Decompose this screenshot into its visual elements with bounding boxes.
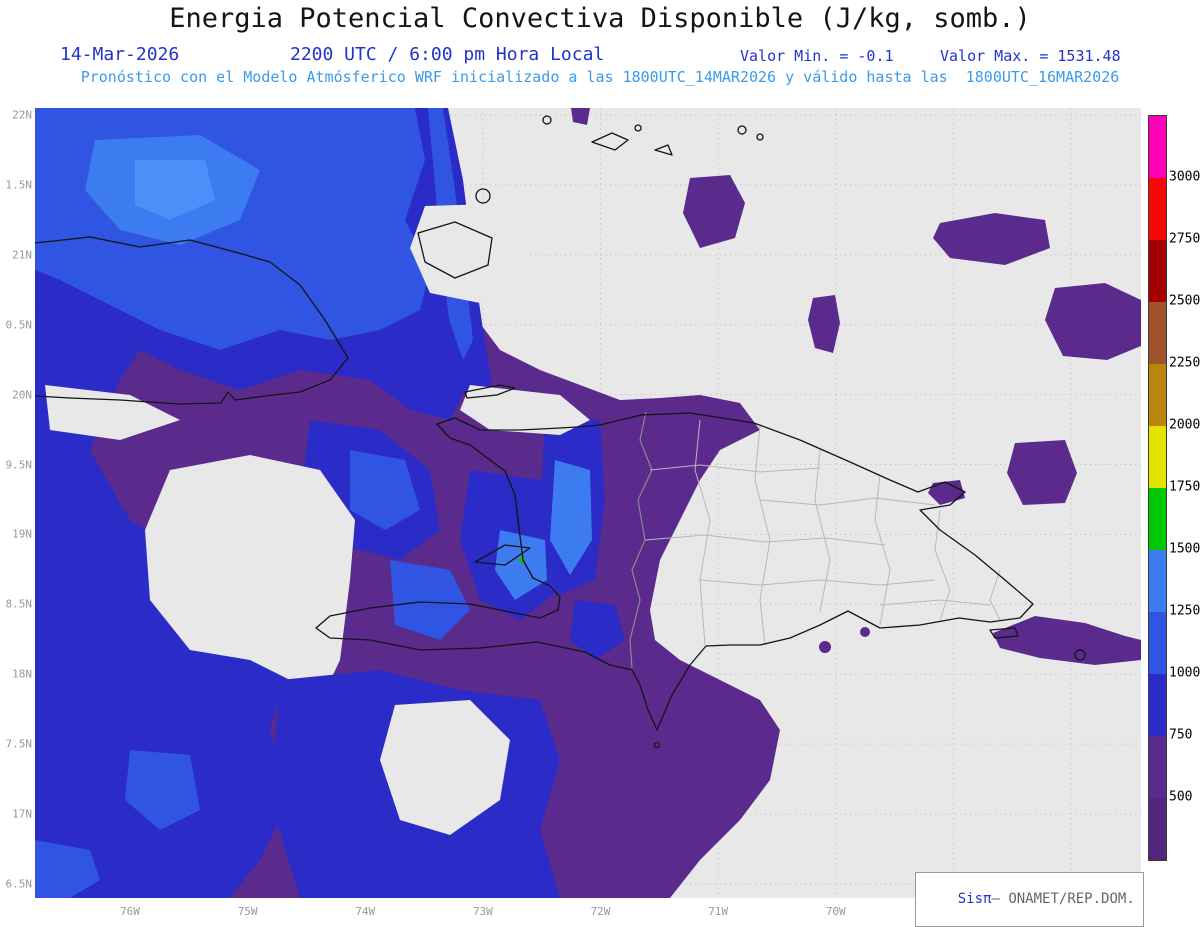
low-cape-pocket-tortue xyxy=(460,385,590,435)
cape-light-cuba xyxy=(135,160,215,220)
low-cape-pocket-bottom xyxy=(380,700,510,835)
cape-purple-blob5 xyxy=(1007,440,1077,505)
lat-tick-label: 22N xyxy=(12,108,32,122)
dr-province-borders xyxy=(645,420,1000,645)
lat-tick-label: 9.5N xyxy=(5,458,33,472)
cape-field-layer xyxy=(35,108,1141,898)
colorbar-tick-label: 1750 xyxy=(1169,479,1200,495)
colorbar-segment xyxy=(1149,426,1166,488)
hispaniola-coastline xyxy=(316,413,1033,730)
lat-tick-label: 20N xyxy=(12,388,32,402)
colorbar-segment xyxy=(1149,302,1166,364)
colorbar-tick-label: 1500 xyxy=(1169,541,1200,557)
cape-purple-blob6 xyxy=(928,480,965,505)
small-island-1 xyxy=(635,125,641,131)
tortue-island xyxy=(465,385,515,398)
colorbar-segment xyxy=(1149,798,1166,860)
lat-tick-label: 18N xyxy=(12,667,32,681)
cuba-coastline xyxy=(35,237,348,404)
colorbar-tick-label: 2500 xyxy=(1169,293,1200,309)
lon-tick-label: 72W xyxy=(590,905,611,918)
cape-purple-blob2 xyxy=(808,295,840,353)
small-island-3 xyxy=(738,126,746,134)
gonave-island xyxy=(475,545,530,565)
coastline-layer xyxy=(35,116,1085,748)
cape-blue-bottomleft2 xyxy=(35,840,100,898)
cape-bright-pap xyxy=(495,530,547,600)
lon-tick-label: 70W xyxy=(825,905,846,918)
cape-navy-jacmel xyxy=(570,600,625,660)
credit-brand: Sis xyxy=(957,891,984,907)
lat-tick-label: 8.5N xyxy=(5,597,33,611)
low-cape-pocket-west xyxy=(145,455,355,692)
colorbar-segment xyxy=(1149,116,1166,178)
haiti-dr-border xyxy=(630,412,652,668)
cape-bright-northhaiti xyxy=(550,460,592,575)
model-run-line: Pronóstico con el Modelo Atmósferico WRF… xyxy=(80,68,1120,86)
small-island-2 xyxy=(543,116,551,124)
cape-blue-windward xyxy=(350,450,420,530)
credit-dash: – xyxy=(991,891,1009,907)
lon-tick-label: 74W xyxy=(355,905,376,918)
colorbar-tick-label: 2750 xyxy=(1169,231,1200,247)
cape-purple-speck2 xyxy=(860,627,870,637)
colorbar-tick-label: 2250 xyxy=(1169,355,1200,371)
lat-tick-label: 21N xyxy=(12,248,32,262)
small-island-4 xyxy=(757,134,763,140)
cape-purple-topspeck xyxy=(571,108,590,125)
lon-tick-label: 75W xyxy=(237,905,258,918)
lat-tick-label: 0.5N xyxy=(5,318,33,332)
colorbar-segment xyxy=(1149,240,1166,302)
value-min-label: Valor Min. = -0.1 xyxy=(740,47,894,65)
colorbar-segment xyxy=(1149,550,1166,612)
low-cape-pocket-inagua xyxy=(410,203,530,303)
lat-tick-label: 7.5N xyxy=(5,737,33,751)
colorbar-tick-label: 500 xyxy=(1169,789,1193,805)
cape-blue-tiburon xyxy=(390,560,470,640)
value-max-label: Valor Max. = 1531.48 xyxy=(940,47,1121,65)
lon-tick-label: 73W xyxy=(472,905,493,918)
colorbar-segment xyxy=(1149,364,1166,426)
colorbar-segment xyxy=(1149,736,1166,798)
forecast-time: 2200 UTC / 6:00 pm Hora Local xyxy=(290,44,605,65)
weather-map xyxy=(35,108,1141,898)
lat-tick-label: 6.5N xyxy=(5,877,33,891)
colorbar-segment xyxy=(1149,178,1166,240)
colorbar-tick-label: 1000 xyxy=(1169,665,1200,681)
credit-org: ONAMET/REP.DOM. xyxy=(1008,891,1135,907)
cape-blue-bottomleft1 xyxy=(125,750,200,830)
caicos-islands xyxy=(592,133,672,155)
beata-island xyxy=(655,743,660,748)
pi-logo: π xyxy=(983,891,992,907)
mona-island xyxy=(1075,650,1085,660)
map-plot-area xyxy=(35,108,1141,898)
cape-purple-speck1 xyxy=(819,641,831,653)
lat-tick-label: 17N xyxy=(12,807,32,821)
province-borders-layer xyxy=(630,412,1000,668)
forecast-date: 14-Mar-2026 xyxy=(60,44,180,65)
colorbar-segment xyxy=(1149,488,1166,550)
colorbar-tick-label: 3000 xyxy=(1169,169,1200,185)
colorbar-segment xyxy=(1149,674,1166,736)
colorbar-tick-label: 750 xyxy=(1169,727,1193,743)
lon-tick-label: 76W xyxy=(120,905,140,918)
colorbar-tick-label: 1250 xyxy=(1169,603,1200,619)
colorbar-tick-label: 2000 xyxy=(1169,417,1200,433)
little-inagua-coastline xyxy=(476,189,490,203)
cape-purple-blob3 xyxy=(933,213,1050,265)
colorbar xyxy=(1148,115,1167,861)
lat-tick-label: 19N xyxy=(12,527,32,541)
page-title: Energia Potencial Convectiva Disponible … xyxy=(169,3,1031,34)
lon-tick-label: 71W xyxy=(708,905,729,918)
cape-purple-secoast xyxy=(993,616,1141,665)
great-inagua-coastline xyxy=(418,222,492,278)
credit-box: Sisπ– ONAMET/REP.DOM. xyxy=(915,872,1144,927)
lat-tick-label: 1.5N xyxy=(5,178,33,192)
colorbar-segment xyxy=(1149,612,1166,674)
saona-island xyxy=(990,628,1018,638)
cape-purple-blob1 xyxy=(683,175,745,248)
cape-purple-blob4 xyxy=(1045,283,1141,360)
